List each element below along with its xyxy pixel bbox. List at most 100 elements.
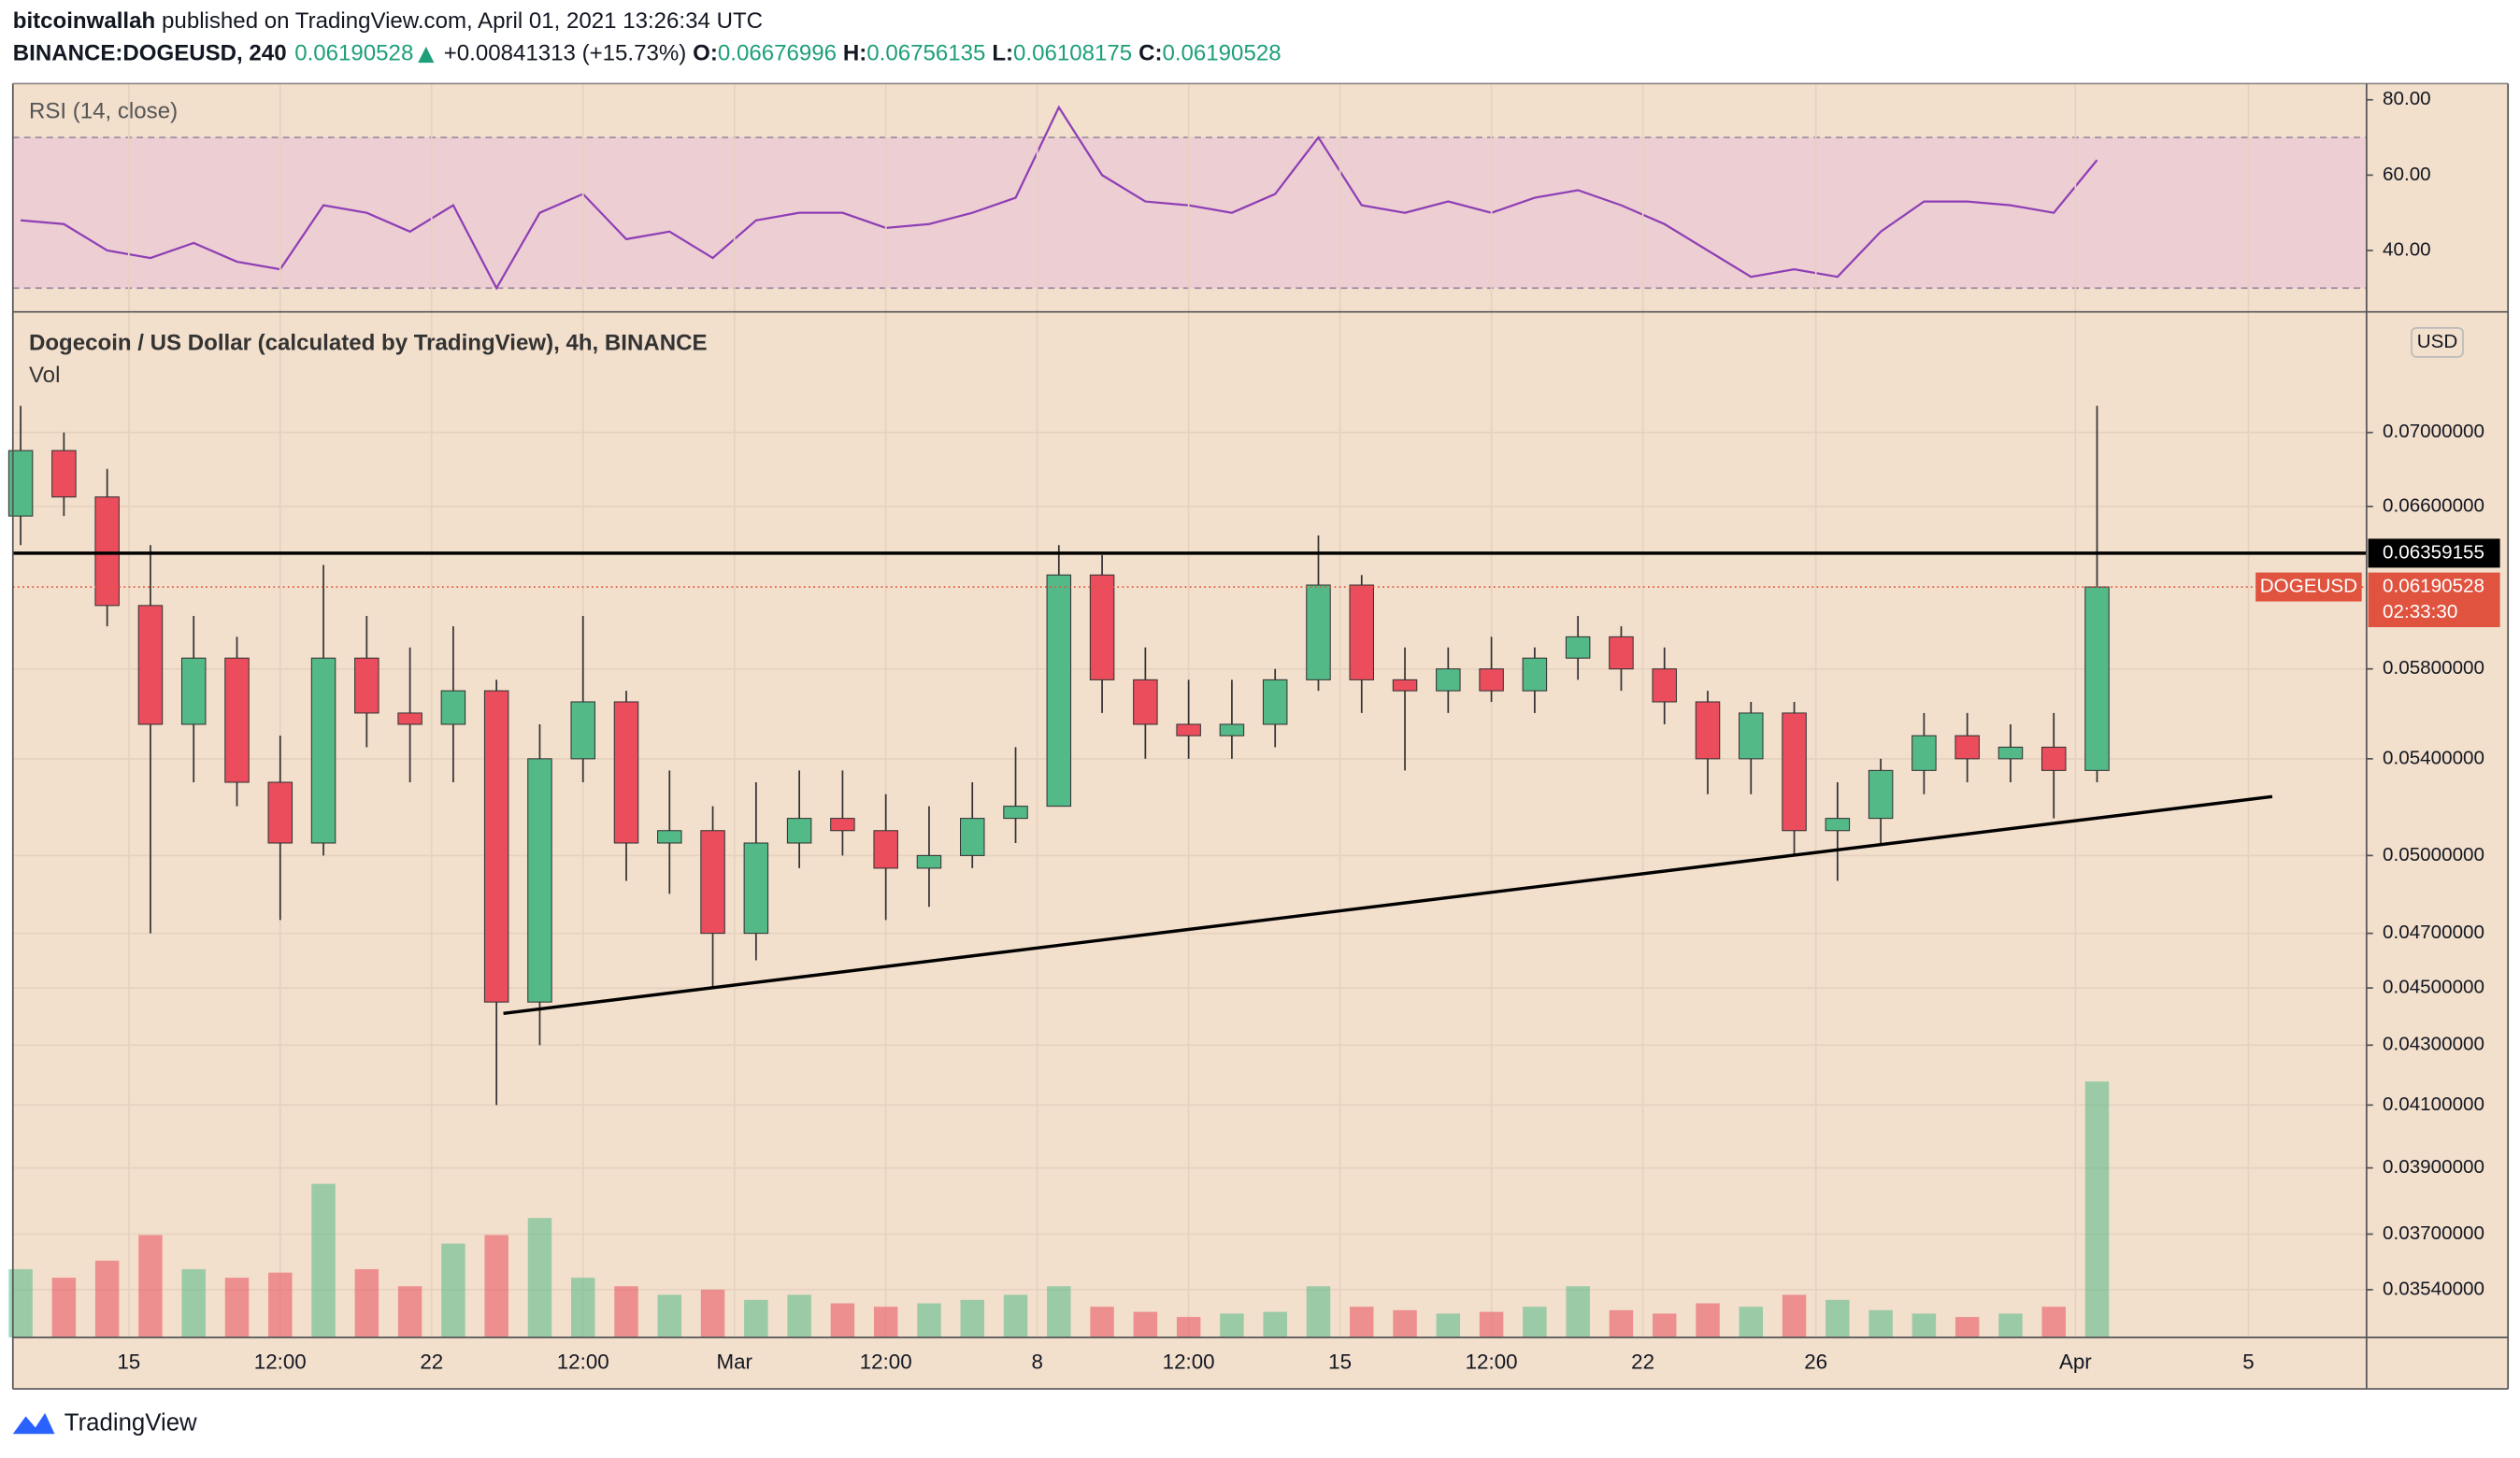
volume-bar [1566, 1286, 1590, 1338]
volume-bar [527, 1218, 552, 1338]
ohlc-value: 0.06676996 [718, 41, 837, 66]
volume-bar [787, 1294, 811, 1338]
currency-button[interactable] [2411, 327, 2464, 358]
rsi-pane: RSI (14, close) 40.00 60.00 80.00 [12, 88, 2431, 291]
volume-bar [1954, 1317, 1980, 1338]
candle-body [1565, 636, 1591, 659]
volume-bar [744, 1299, 768, 1338]
candle-body [1825, 818, 1851, 832]
volume-bar [657, 1294, 682, 1338]
candle-body [1003, 806, 1028, 820]
candle-body [1046, 574, 1072, 808]
candle-body [1436, 668, 1461, 692]
y-tick-label: 0.05400000 [2383, 747, 2484, 768]
candle-body [1262, 679, 1288, 725]
price-pane: 15 12:00 22 12:00 Mar 12:00 8 12:00 15 12:00 22 26 A… [7, 83, 2500, 1373]
candle-body [613, 701, 639, 844]
volume-bar [1350, 1307, 1374, 1338]
volume-bar [1826, 1299, 1850, 1338]
candle-body [830, 818, 855, 832]
symbol-line: BINANCE:DOGEUSD, 240 0.06190528 [13, 41, 414, 66]
y-tick-label: 0.04300000 [2383, 1034, 2484, 1055]
candle-body [743, 842, 769, 935]
volume-bar [830, 1303, 855, 1338]
y-tick-label: 0.05000000 [2383, 844, 2484, 865]
volume-bar [138, 1235, 163, 1338]
volume-bar [1263, 1311, 1287, 1338]
candle-body [527, 758, 552, 1003]
volume-bar [1306, 1286, 1331, 1338]
y-tick-label: 60.00 [2383, 164, 2431, 185]
rsi-line [20, 105, 2098, 291]
volume-bar [1782, 1294, 1807, 1338]
hline-label: 0.06359155 [2383, 541, 2484, 563]
x-tick-label: 5 [2242, 1350, 2254, 1373]
volume-bar [700, 1289, 725, 1338]
candle-body [354, 657, 379, 714]
candle-body [1089, 574, 1115, 680]
brand: TradingView [64, 1410, 197, 1437]
rsi-band [12, 137, 2367, 289]
up-arrow [418, 46, 435, 64]
x-tick-label: 12:00 [860, 1350, 912, 1373]
volume-bar [960, 1299, 984, 1338]
last-price-label: 0.06190528 [2383, 576, 2484, 597]
x-tick-label: 12:00 [254, 1350, 307, 1373]
price-axis [2366, 83, 2509, 1390]
volume-bar [1393, 1309, 1417, 1338]
x-tick-label: Apr [2059, 1350, 2092, 1373]
volume-bar [873, 1307, 898, 1338]
volume-bar [441, 1243, 465, 1338]
volume-bar [268, 1272, 293, 1338]
candle-body [1479, 668, 1504, 692]
ohlc-key: O: [693, 41, 718, 66]
candle-body [1609, 636, 1634, 670]
candle-body [1954, 735, 1980, 760]
candle-body [137, 605, 164, 725]
volume-bar [1436, 1313, 1461, 1338]
x-tick-label: 26 [1804, 1350, 1827, 1373]
volume-label: Vol [29, 363, 60, 388]
candle-body [1306, 584, 1331, 680]
x-tick-label: 12:00 [557, 1350, 609, 1373]
y-tick-label: 0.03540000 [2383, 1278, 2484, 1299]
candle-body [1652, 668, 1677, 703]
countdown: 02:33:30 [2383, 601, 2457, 622]
y-tick-label: 0.04700000 [2383, 922, 2484, 943]
ohlc-line: +0.00841313 (+15.73%) O:0.06676996 H:0.067… [444, 41, 1281, 66]
x-tick-label: 15 [1328, 1350, 1352, 1373]
volume-bar [1998, 1313, 2023, 1338]
symbol-label: DOGEUSD [2260, 576, 2357, 597]
volume-bar [224, 1278, 250, 1338]
candle-body [1997, 746, 2024, 760]
symbol-box [2255, 572, 2362, 602]
y-tick-label: 0.04500000 [2383, 977, 2484, 998]
candle-body [700, 830, 725, 935]
ohlc-value: 0.06190528 [1162, 41, 1281, 66]
volume-bar [1869, 1309, 1893, 1338]
candle-body [873, 830, 898, 869]
x-tick-label: 12:00 [1466, 1350, 1518, 1373]
trend-line [503, 794, 2273, 1016]
symbol: BINANCE:DOGEUSD, 240 [13, 41, 287, 66]
x-tick-label: 12:00 [1163, 1350, 1215, 1373]
publisher: bitcoinwallah [13, 8, 155, 34]
ohlc-value: 0.06756135 [866, 41, 985, 66]
candle-body [1782, 712, 1807, 832]
volume-bar [917, 1303, 941, 1338]
candle-body [1522, 657, 1548, 692]
candle-body [483, 690, 509, 1003]
x-tick-label: 8 [1031, 1350, 1042, 1373]
volume-bar [1911, 1313, 1937, 1338]
y-tick-label: 0.05800000 [2383, 657, 2484, 679]
volume-bar [2041, 1307, 2066, 1338]
y-tick-label: 0.03700000 [2383, 1222, 2484, 1244]
candle-body [786, 818, 812, 844]
candle-body [397, 712, 422, 725]
volume-bar [1479, 1311, 1504, 1338]
volume-bar [1047, 1286, 1071, 1338]
volume-bar [311, 1183, 336, 1338]
hline-label-box [2368, 538, 2500, 568]
